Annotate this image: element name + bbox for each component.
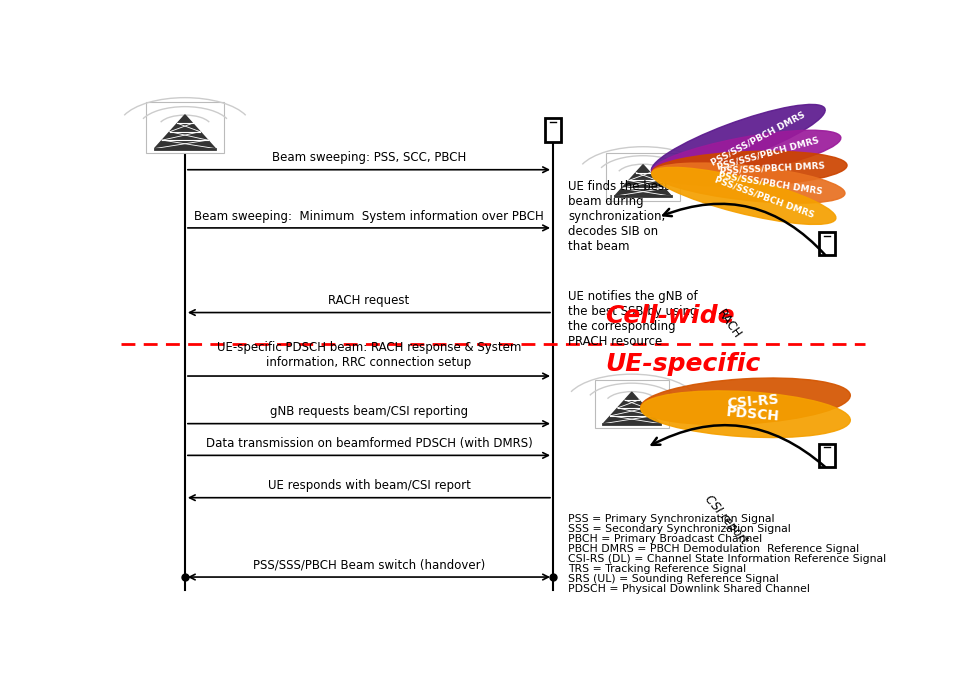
Text: UE finds the best
beam during
synchronization,
decodes SIB on
that beam: UE finds the best beam during synchroniz… — [568, 180, 669, 254]
FancyBboxPatch shape — [819, 444, 835, 467]
Text: Beam sweeping:  Minimum  System information over PBCH: Beam sweeping: Minimum System informatio… — [194, 210, 544, 223]
Text: UE notifies the gNB of
the best SSB by using
the corresponding
PRACH resource: UE notifies the gNB of the best SSB by u… — [568, 290, 698, 348]
Ellipse shape — [641, 391, 851, 438]
Ellipse shape — [652, 168, 836, 225]
Text: PBCH = Primary Broadcast Channel: PBCH = Primary Broadcast Channel — [568, 534, 762, 543]
Text: PSS/SSS/PBCH DMRS: PSS/SSS/PBCH DMRS — [714, 174, 816, 219]
FancyBboxPatch shape — [545, 118, 561, 142]
FancyBboxPatch shape — [819, 232, 835, 256]
Text: RACH: RACH — [715, 307, 744, 341]
Text: CSI report: CSI report — [702, 493, 750, 546]
Text: PDSCH: PDSCH — [726, 405, 780, 423]
Ellipse shape — [651, 104, 826, 176]
Text: gNB requests beam/CSI reporting: gNB requests beam/CSI reporting — [270, 405, 468, 418]
Text: PSS/SSS/PBCH DMRS: PSS/SSS/PBCH DMRS — [718, 171, 824, 196]
FancyBboxPatch shape — [145, 102, 224, 153]
FancyBboxPatch shape — [595, 381, 669, 428]
Text: PSS/SSS/PBCH Beam switch (handover): PSS/SSS/PBCH Beam switch (handover) — [253, 559, 485, 572]
Text: PDSCH = Physical Downlink Shared Channel: PDSCH = Physical Downlink Shared Channel — [568, 584, 810, 594]
Ellipse shape — [652, 151, 847, 186]
Text: PSS = Primary Synchronization Signal: PSS = Primary Synchronization Signal — [568, 514, 774, 523]
Text: UE-specific: UE-specific — [606, 352, 761, 376]
Text: PSS/SSS/PBCH DMRS: PSS/SSS/PBCH DMRS — [716, 136, 820, 172]
Text: TRS = Tracking Reference Signal: TRS = Tracking Reference Signal — [568, 564, 746, 574]
Text: SSS = Secondary Synchronization Signal: SSS = Secondary Synchronization Signal — [568, 523, 791, 534]
Text: UE-specific PDSCH beam: RACH response & System
information, RRC connection setup: UE-specific PDSCH beam: RACH response & … — [217, 341, 521, 369]
Text: CSI-RS (DL) = Channel State Information Reference Signal: CSI-RS (DL) = Channel State Information … — [568, 554, 886, 564]
Ellipse shape — [652, 131, 841, 179]
Text: Data transmission on beamformed PDSCH (with DMRS): Data transmission on beamformed PDSCH (w… — [205, 437, 532, 450]
Text: Beam sweeping: PSS, SCC, PBCH: Beam sweeping: PSS, SCC, PBCH — [272, 151, 466, 164]
Polygon shape — [604, 392, 660, 424]
Text: PSS/SSS/PBCH DMRS: PSS/SSS/PBCH DMRS — [719, 161, 825, 176]
Text: CSI-RS: CSI-RS — [727, 392, 780, 411]
Text: SRS (UL) = Sounding Reference Signal: SRS (UL) = Sounding Reference Signal — [568, 574, 779, 584]
Polygon shape — [154, 115, 215, 148]
Ellipse shape — [641, 378, 851, 425]
Text: PBCH DMRS = PBCH Demodulation  Reference Signal: PBCH DMRS = PBCH Demodulation Reference … — [568, 543, 860, 554]
FancyBboxPatch shape — [607, 153, 680, 201]
Text: RACH request: RACH request — [328, 294, 410, 307]
Text: UE responds with beam/CSI report: UE responds with beam/CSI report — [267, 480, 470, 493]
Polygon shape — [614, 165, 672, 196]
Text: Cell-wide: Cell-wide — [606, 304, 735, 328]
Text: PSS/SSS/PBCH DMRS: PSS/SSS/PBCH DMRS — [709, 110, 807, 168]
Ellipse shape — [652, 163, 845, 203]
